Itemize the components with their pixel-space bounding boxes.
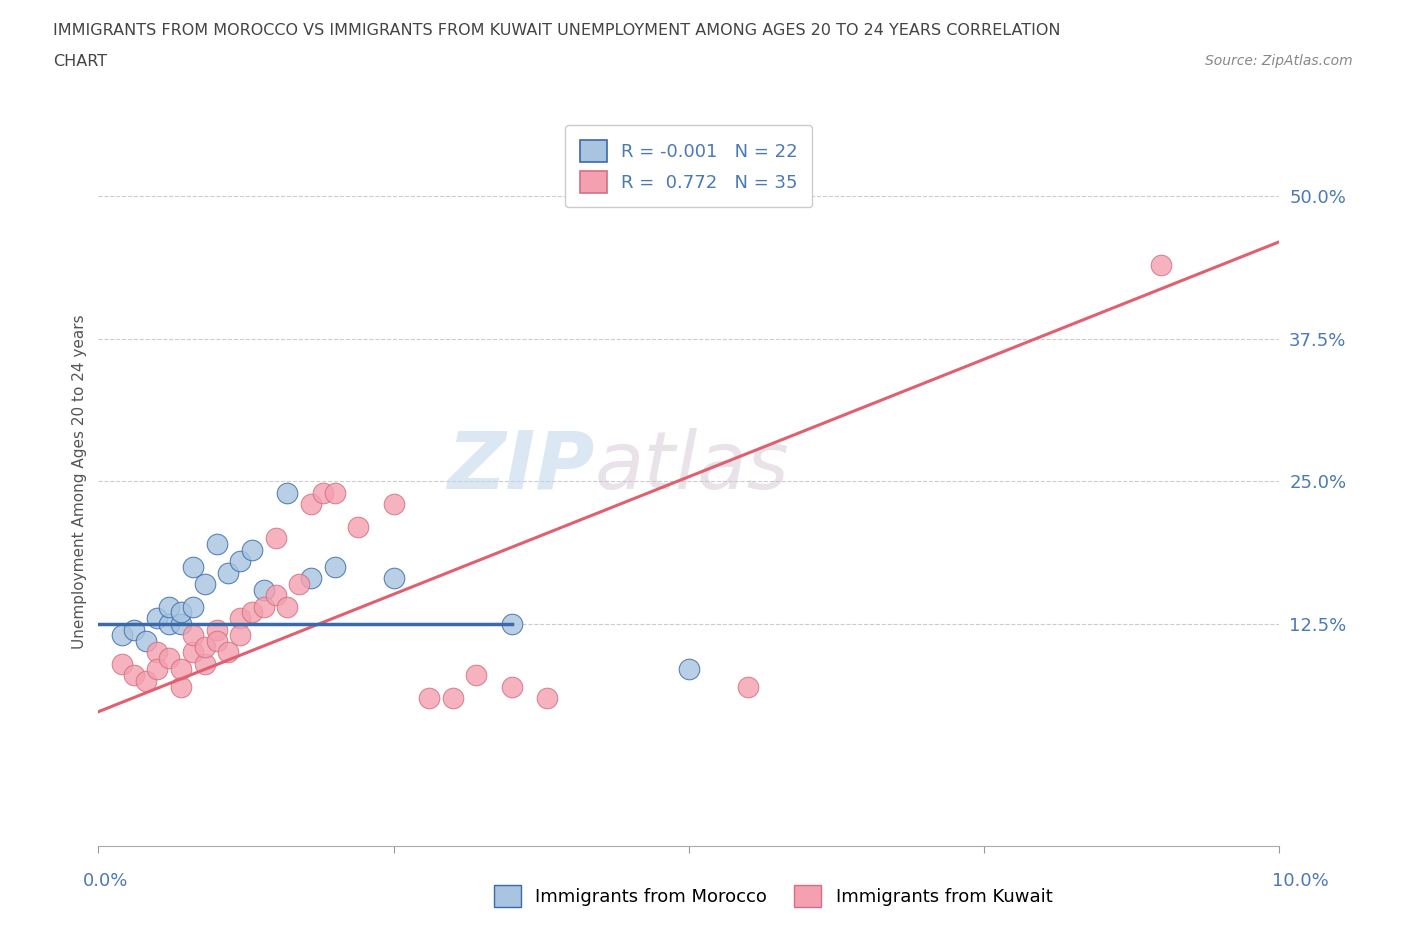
Point	[382, 571, 405, 586]
Point	[217, 644, 239, 659]
Legend: R = -0.001   N = 22, R =  0.772   N = 35: R = -0.001 N = 22, R = 0.772 N = 35	[565, 126, 813, 207]
Point	[205, 633, 228, 648]
Point	[229, 628, 252, 643]
Point	[536, 691, 558, 706]
Point	[240, 542, 263, 557]
Point	[157, 599, 180, 614]
Point	[276, 485, 298, 500]
Point	[288, 577, 311, 591]
Point	[264, 531, 287, 546]
Point	[181, 599, 204, 614]
Point	[205, 622, 228, 637]
Text: atlas: atlas	[595, 428, 789, 506]
Point	[323, 485, 346, 500]
Point	[122, 622, 145, 637]
Point	[1150, 257, 1173, 272]
Point	[135, 633, 157, 648]
Text: IMMIGRANTS FROM MOROCCO VS IMMIGRANTS FROM KUWAIT UNEMPLOYMENT AMONG AGES 20 TO : IMMIGRANTS FROM MOROCCO VS IMMIGRANTS FR…	[53, 23, 1062, 38]
Point	[170, 679, 193, 694]
Text: 0.0%: 0.0%	[83, 872, 128, 890]
Point	[194, 639, 217, 654]
Text: Source: ZipAtlas.com: Source: ZipAtlas.com	[1205, 54, 1353, 68]
Point	[170, 617, 193, 631]
Point	[181, 644, 204, 659]
Point	[276, 599, 298, 614]
Point	[122, 668, 145, 683]
Point	[229, 553, 252, 568]
Point	[157, 617, 180, 631]
Point	[146, 662, 169, 677]
Point	[253, 599, 276, 614]
Point	[299, 571, 322, 586]
Point	[146, 611, 169, 626]
Point	[382, 497, 405, 512]
Point	[181, 628, 204, 643]
Point	[240, 605, 263, 620]
Point	[501, 679, 523, 694]
Point	[264, 588, 287, 603]
Point	[146, 644, 169, 659]
Point	[170, 605, 193, 620]
Point	[299, 497, 322, 512]
Point	[170, 662, 193, 677]
Point	[678, 662, 700, 677]
Text: 10.0%: 10.0%	[1272, 872, 1329, 890]
Text: ZIP: ZIP	[447, 428, 595, 506]
Point	[229, 611, 252, 626]
Point	[157, 651, 180, 666]
Point	[217, 565, 239, 580]
Point	[501, 617, 523, 631]
Point	[347, 520, 370, 535]
Point	[418, 691, 440, 706]
Point	[205, 537, 228, 551]
Point	[465, 668, 488, 683]
Point	[253, 582, 276, 597]
Point	[194, 577, 217, 591]
Point	[323, 559, 346, 574]
Point	[181, 559, 204, 574]
Point	[312, 485, 335, 500]
Point	[194, 657, 217, 671]
Point	[737, 679, 759, 694]
Point	[135, 673, 157, 688]
Point	[111, 628, 134, 643]
Text: CHART: CHART	[53, 54, 107, 69]
Legend: Immigrants from Morocco, Immigrants from Kuwait: Immigrants from Morocco, Immigrants from…	[485, 876, 1062, 916]
Y-axis label: Unemployment Among Ages 20 to 24 years: Unemployment Among Ages 20 to 24 years	[72, 314, 87, 648]
Point	[441, 691, 464, 706]
Point	[111, 657, 134, 671]
